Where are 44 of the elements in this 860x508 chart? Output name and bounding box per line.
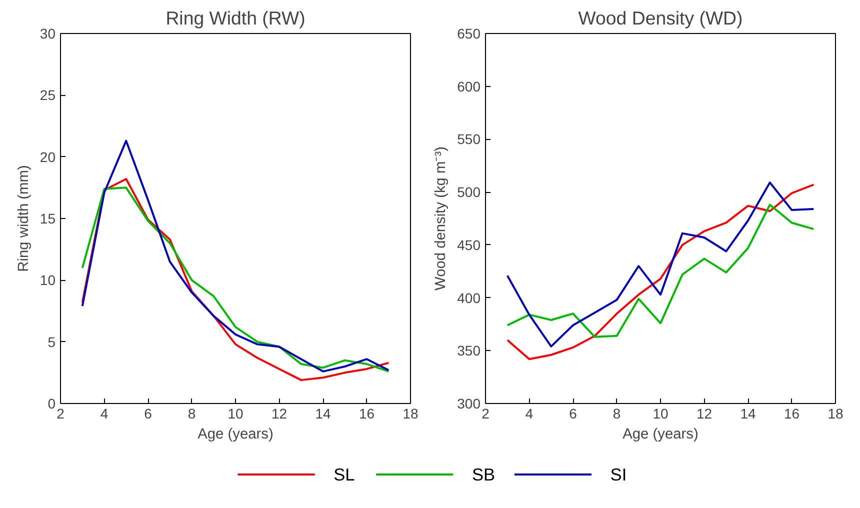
- x-axis-title: Age (years): [198, 426, 274, 442]
- x-tick-label: 12: [271, 406, 288, 422]
- y-tick-label: 550: [457, 131, 481, 148]
- y-tick-label: 450: [457, 236, 481, 253]
- x-tick-label: 4: [100, 406, 108, 422]
- x-tick-label: 18: [828, 406, 844, 422]
- y-tick-label: 0: [48, 396, 56, 412]
- x-tick-label: 6: [569, 406, 578, 422]
- legend-label: SI: [610, 464, 627, 484]
- x-tick-label: 8: [188, 406, 196, 422]
- y-axis-title: Ring width (mm): [16, 165, 32, 272]
- y-tick-label: 25: [40, 87, 56, 104]
- x-tick-label: 10: [652, 406, 668, 422]
- chart-title: Wood Density (WD): [578, 8, 743, 28]
- x-tick-label: 10: [228, 406, 244, 422]
- chart-title: Ring Width (RW): [166, 8, 306, 28]
- line-series: [81, 140, 390, 372]
- legend-label: SB: [472, 464, 496, 484]
- y-tick-label: 5: [48, 334, 56, 350]
- x-axis-title: Age (years): [622, 426, 698, 442]
- y-tick-label: 20: [40, 148, 56, 165]
- y-tick-label: 650: [457, 26, 481, 42]
- x-tick-label: 2: [482, 406, 490, 422]
- x-tick-label: 16: [358, 406, 375, 422]
- y-tick-label: 500: [457, 184, 481, 200]
- y-tick-label: 400: [457, 290, 481, 306]
- legend-label: SL: [334, 464, 356, 484]
- y-tick-label: 350: [457, 342, 481, 359]
- x-tick-label: 4: [525, 406, 534, 422]
- x-tick-label: 8: [612, 406, 621, 422]
- y-tick-label: 10: [40, 272, 56, 288]
- x-tick-label: 14: [740, 406, 756, 422]
- y-tick-label: 600: [457, 78, 481, 94]
- x-tick-label: 18: [402, 406, 418, 422]
- x-tick-label: 12: [696, 406, 712, 422]
- x-tick-label: 14: [315, 406, 331, 422]
- x-tick-label: 6: [144, 406, 152, 422]
- line-series: [506, 204, 815, 338]
- y-tick-label: 15: [40, 210, 56, 226]
- x-tick-label: 16: [784, 406, 800, 422]
- y-tick-label: 300: [457, 396, 481, 412]
- x-tick-label: 2: [56, 406, 65, 422]
- y-tick-label: 30: [40, 26, 56, 42]
- y-axis-title: Wood density (kg m⁻³): [433, 146, 450, 291]
